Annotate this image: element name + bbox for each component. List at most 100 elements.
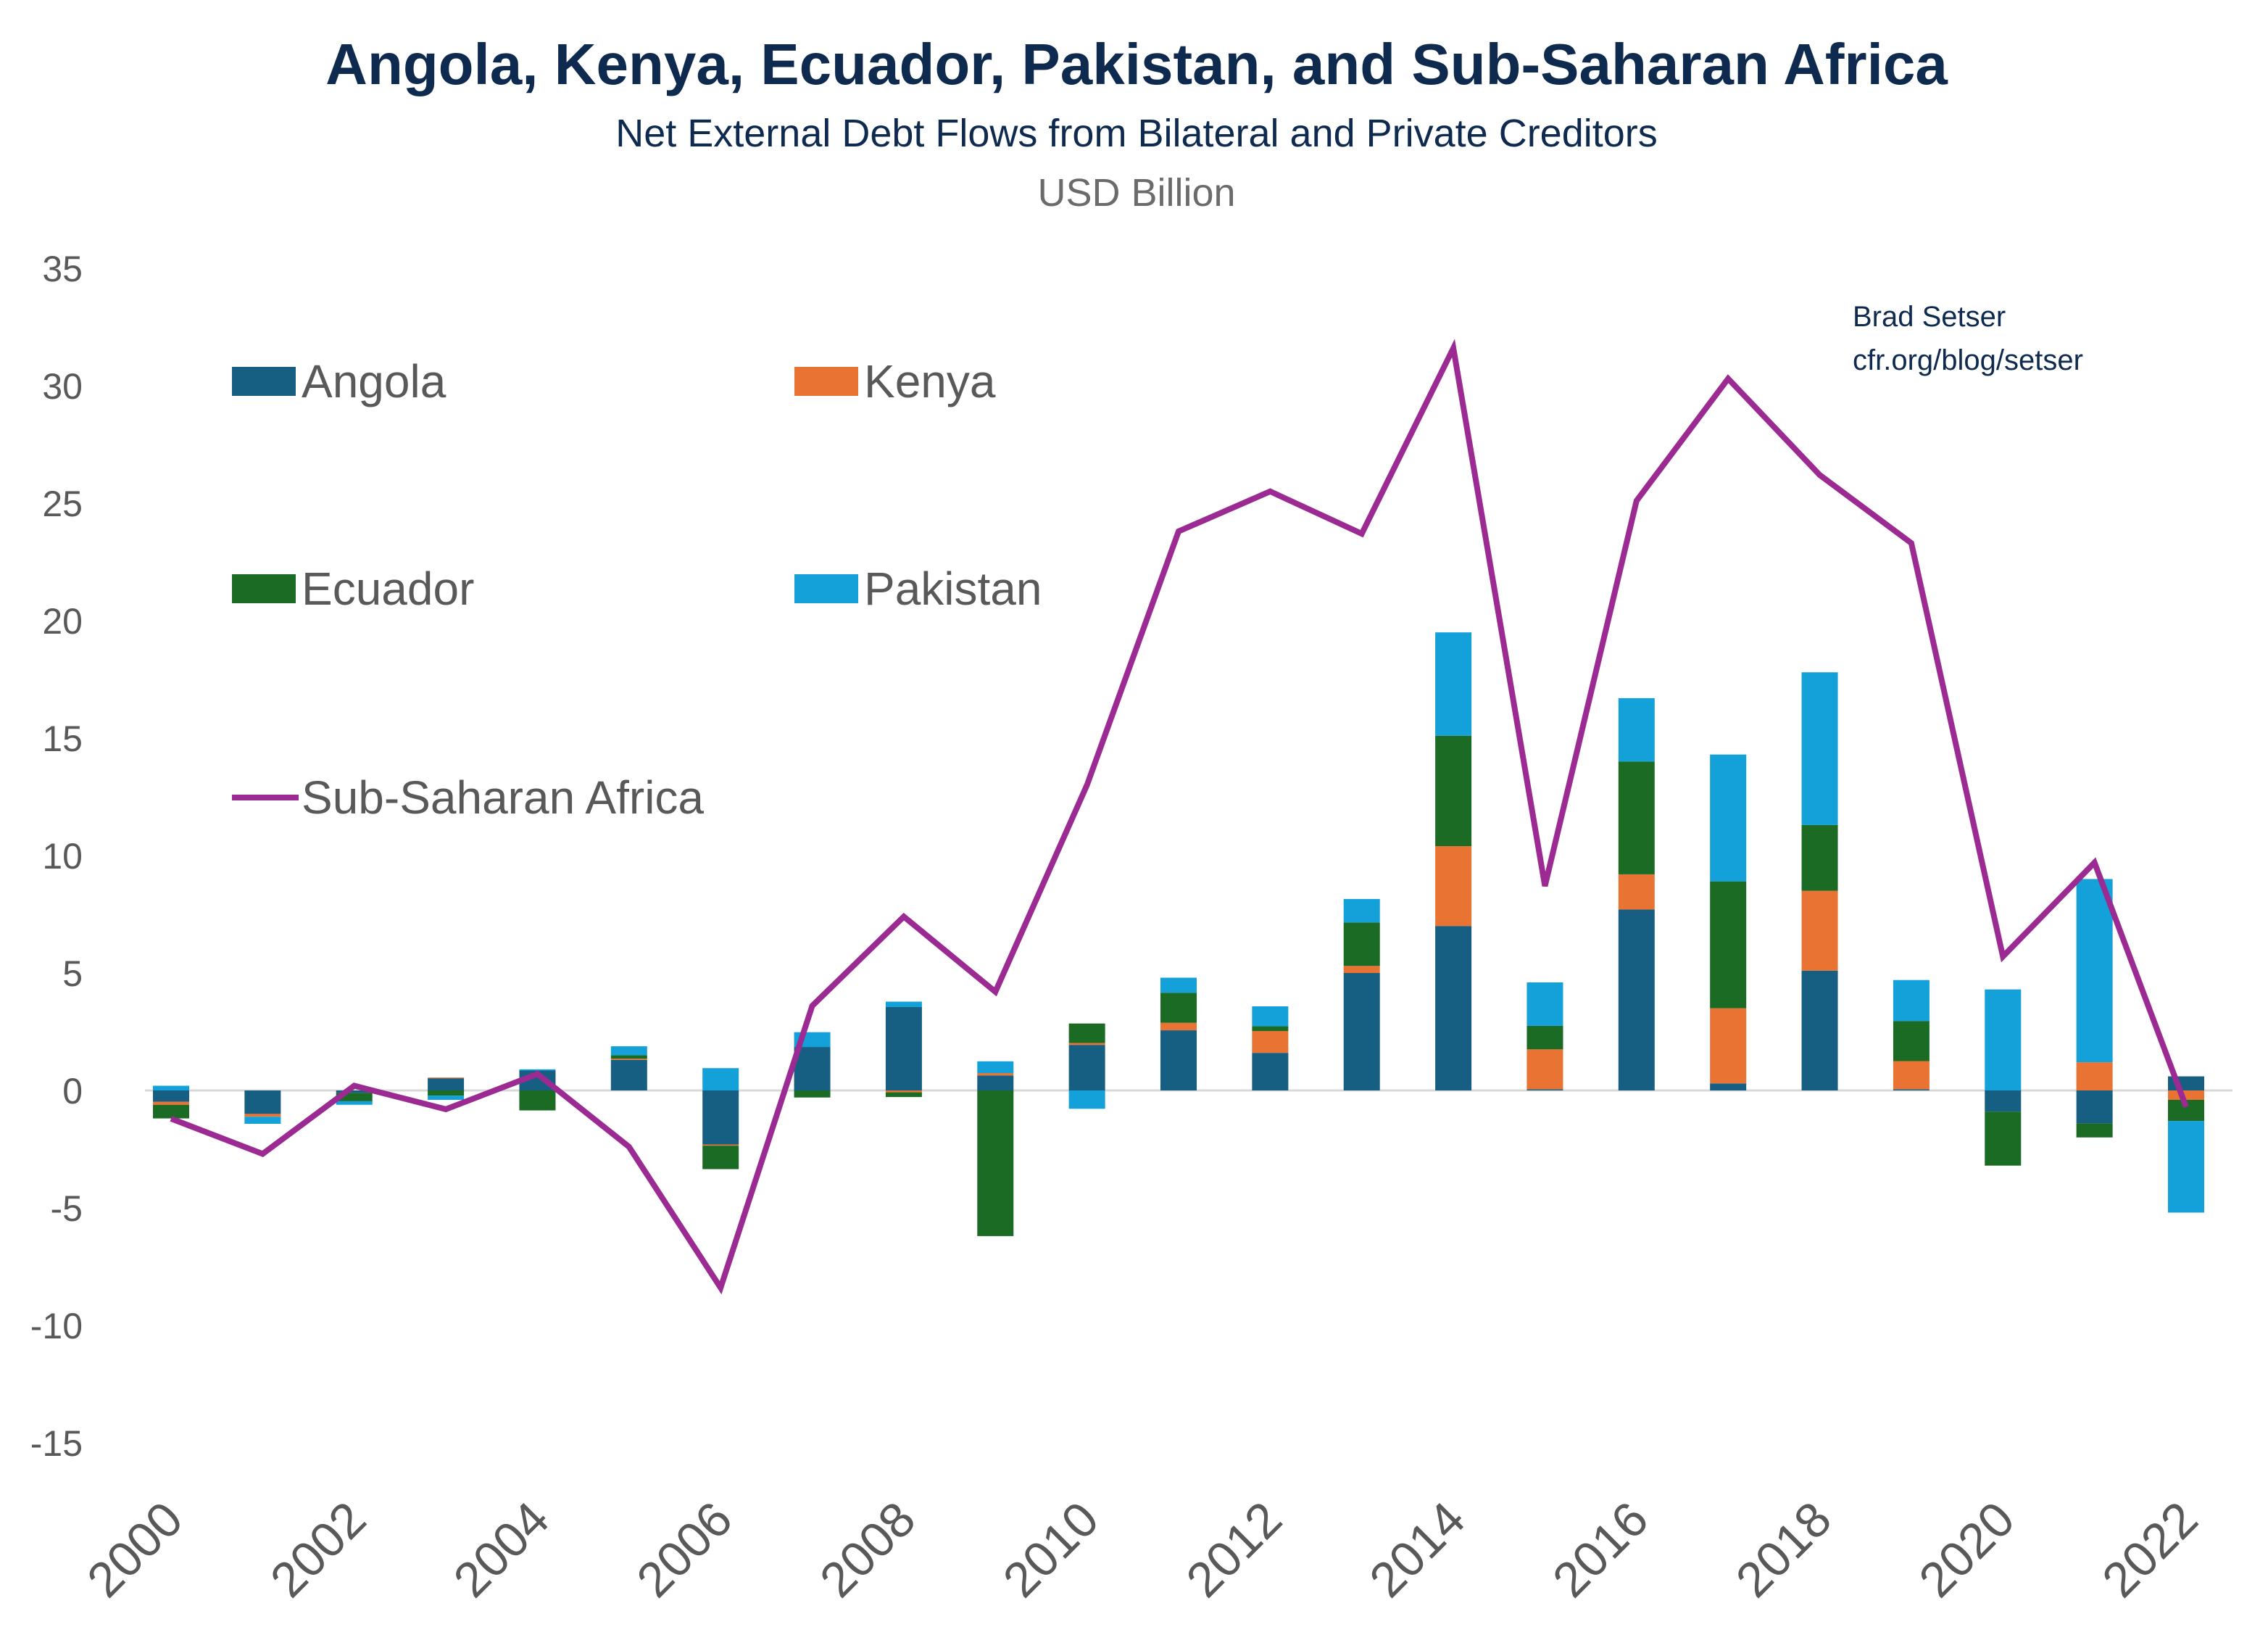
bar-ecuador-2015 [1526, 1025, 1563, 1050]
legend-item-angola: Angola [232, 355, 446, 407]
bar-pakistan-2000 [153, 1085, 189, 1090]
bar-ecuador-2008 [885, 1092, 922, 1098]
x-tick-label: 2018 [1725, 1491, 1842, 1608]
x-tick-label: 2016 [1542, 1491, 1659, 1608]
x-tick-label: 2010 [993, 1491, 1110, 1608]
bars [153, 632, 2204, 1236]
y-tick-label: 20 [42, 601, 83, 642]
bar-pakistan-2022 [2168, 1121, 2204, 1213]
bar-pakistan-2016 [1618, 697, 1655, 762]
bar-pakistan-2005 [610, 1046, 647, 1056]
bar-kenya-2010 [1068, 1043, 1105, 1045]
legend-label: Angola [302, 355, 446, 407]
bar-kenya-2019 [1893, 1061, 1930, 1090]
bar-angola-2011 [1160, 1030, 1197, 1090]
legend-label: Kenya [864, 355, 996, 407]
bar-angola-2015 [1526, 1089, 1563, 1090]
x-tick-label: 2006 [626, 1491, 743, 1608]
bar-pakistan-2018 [1801, 672, 1838, 825]
chart-units: USD Billion [1037, 171, 1235, 215]
bar-kenya-2006 [702, 1144, 739, 1146]
bar-ecuador-2012 [1252, 1026, 1289, 1032]
bar-kenya-2003 [428, 1077, 465, 1079]
bar-pakistan-2015 [1526, 982, 1563, 1026]
bar-kenya-2013 [1343, 966, 1380, 973]
x-tick-label: 2008 [810, 1491, 926, 1608]
y-tick-label: -10 [30, 1306, 83, 1346]
bar-angola-2012 [1252, 1053, 1289, 1090]
bar-pakistan-2020 [1985, 989, 2022, 1090]
legend-swatch [232, 367, 296, 396]
x-tick-label: 2004 [443, 1491, 560, 1608]
bar-pakistan-2017 [1710, 754, 1747, 882]
bar-kenya-2011 [1160, 1022, 1197, 1031]
y-axis: -15 -10 -5 0 5 10 15 20 25 30 35 [30, 249, 83, 1464]
bar-angola-2000 [153, 1090, 189, 1102]
bar-angola-2002 [336, 1090, 373, 1093]
legend-swatch [794, 367, 858, 396]
bar-angola-2019 [1893, 1089, 1930, 1090]
y-tick-label: 10 [42, 836, 83, 877]
bar-ecuador-2003 [428, 1090, 465, 1096]
line-sub-saharan-africa [170, 339, 2189, 1295]
x-tick-label: 2000 [77, 1491, 194, 1608]
bar-ecuador-2004 [519, 1090, 556, 1111]
x-axis: 2000 2002 2004 2006 2008 2010 2012 2014 2016 2018… [77, 1491, 2209, 1608]
legend-item-pakistan: Pakistan [794, 563, 1042, 615]
bar-angola-2021 [2076, 1090, 2113, 1124]
y-tick-label: -5 [51, 1188, 83, 1229]
y-tick-label: -15 [30, 1423, 83, 1464]
x-tick-label: 2022 [2092, 1491, 2209, 1608]
credit-author: Brad Setser [1853, 301, 2006, 333]
bar-angola-2014 [1435, 926, 1472, 1090]
bar-angola-2018 [1801, 970, 1838, 1090]
bar-kenya-2021 [2076, 1062, 2113, 1090]
chart-subtitle: Net External Debt Flows from Bilateral a… [615, 112, 1658, 155]
legend-item-ecuador: Ecuador [232, 563, 474, 615]
bar-ecuador-2006 [702, 1146, 739, 1169]
y-tick-label: 5 [62, 953, 83, 994]
bar-kenya-2017 [1710, 1008, 1747, 1084]
chart-title: Angola, Kenya, Ecuador, Pakistan, and Su… [325, 32, 1948, 96]
bar-pakistan-2021 [2076, 879, 2113, 1063]
bar-angola-2010 [1068, 1045, 1105, 1090]
legend: Angola Kenya Ecuador Pakistan Sub-Saharan Af… [232, 355, 1042, 824]
legend-swatch [794, 574, 858, 603]
bar-angola-2007 [794, 1047, 831, 1090]
x-tick-label: 2002 [260, 1491, 377, 1608]
bar-ecuador-2005 [610, 1055, 647, 1059]
y-tick-label: 35 [42, 249, 83, 289]
y-tick-label: 25 [42, 484, 83, 524]
bar-angola-2001 [244, 1090, 281, 1114]
x-tick-label: 2012 [1176, 1491, 1292, 1608]
bar-ecuador-2018 [1801, 824, 1838, 891]
bar-kenya-2015 [1526, 1049, 1563, 1090]
bar-pakistan-2001 [244, 1117, 281, 1125]
legend-label: Sub-Saharan Africa [302, 771, 704, 824]
bar-angola-2008 [885, 1006, 922, 1090]
bar-ecuador-2017 [1710, 881, 1747, 1009]
bar-pakistan-2009 [977, 1061, 1014, 1074]
bar-kenya-2018 [1801, 890, 1838, 971]
bar-pakistan-2012 [1252, 1006, 1289, 1027]
bar-angola-2009 [977, 1075, 1014, 1090]
bar-ecuador-2010 [1068, 1023, 1105, 1043]
bar-ecuador-2009 [977, 1090, 1014, 1236]
legend-item-sub-saharan-africa: Sub-Saharan Africa [232, 771, 704, 824]
x-tick-label: 2014 [1359, 1491, 1476, 1608]
bar-kenya-2016 [1618, 874, 1655, 910]
bar-pakistan-2011 [1160, 977, 1197, 993]
bar-ecuador-2016 [1618, 761, 1655, 874]
y-tick-label: 0 [62, 1071, 83, 1111]
bar-pakistan-2013 [1343, 898, 1380, 923]
bar-ecuador-2002 [336, 1093, 373, 1101]
bar-angola-2013 [1343, 973, 1380, 1090]
bar-angola-2016 [1618, 909, 1655, 1090]
bar-ecuador-2011 [1160, 993, 1197, 1023]
bar-angola-2006 [702, 1090, 739, 1145]
bar-pakistan-2004 [519, 1069, 556, 1071]
x-tick-label: 2020 [1908, 1491, 2025, 1608]
bar-ecuador-2020 [1985, 1111, 2022, 1166]
bar-kenya-2012 [1252, 1031, 1289, 1053]
legend-label: Pakistan [864, 563, 1042, 615]
